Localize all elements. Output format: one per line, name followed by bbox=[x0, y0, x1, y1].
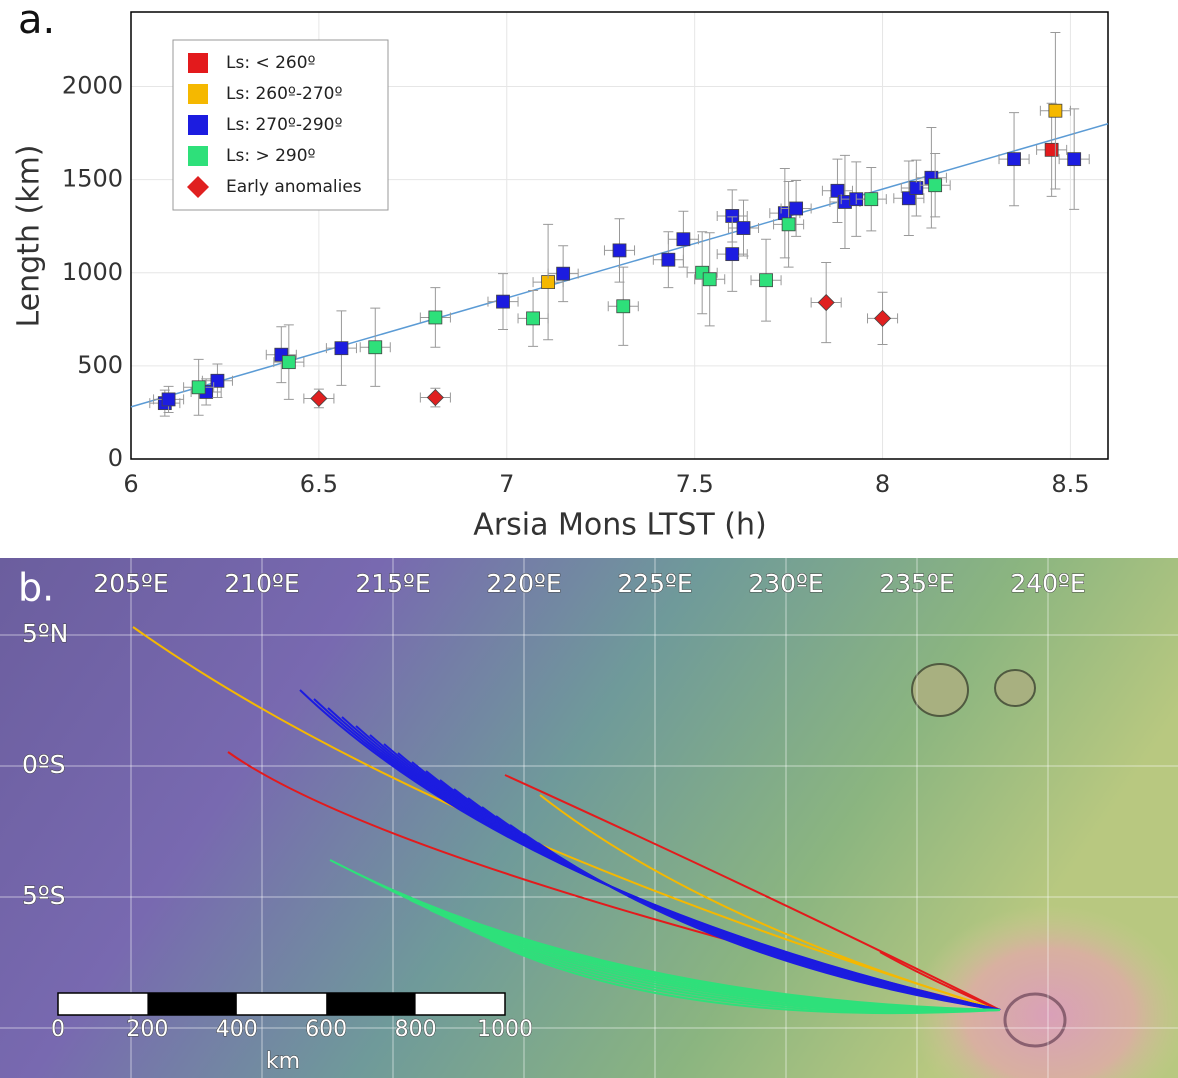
legend-swatch bbox=[188, 146, 208, 166]
track bbox=[879, 951, 1001, 1011]
legend-swatch bbox=[187, 176, 209, 198]
scale-label: 0 bbox=[51, 1017, 65, 1042]
map: 205ºE 210ºE 215ºE 220ºE 225ºE 230ºE 235ºE 240ºE… bbox=[0, 558, 1178, 1078]
marker bbox=[789, 201, 804, 216]
legend-swatch bbox=[188, 84, 208, 104]
y-tick-label: 1500 bbox=[62, 165, 123, 193]
volcano bbox=[910, 905, 1178, 1078]
y-tick-label: 0 bbox=[108, 444, 123, 472]
legend-label: Ls: 270º-290º bbox=[226, 115, 343, 135]
marker bbox=[1007, 152, 1021, 167]
marker bbox=[1067, 152, 1082, 167]
marker bbox=[526, 311, 540, 326]
scale-label: 400 bbox=[216, 1017, 258, 1042]
panel-label: b. bbox=[18, 566, 54, 610]
marker bbox=[736, 221, 751, 235]
marker bbox=[612, 243, 627, 258]
legend-swatch bbox=[188, 53, 208, 73]
x-axis-label: Arsia Mons LTST (h) bbox=[473, 508, 766, 543]
marker bbox=[661, 252, 676, 267]
scale-label: 1000 bbox=[477, 1017, 533, 1042]
marker bbox=[281, 355, 296, 370]
marker bbox=[426, 388, 444, 407]
scale-unit: km bbox=[266, 1049, 300, 1074]
longitude-label: 230ºE bbox=[748, 569, 823, 598]
longitude-label: 235ºE bbox=[879, 569, 954, 598]
marker bbox=[781, 217, 796, 232]
x-tick-label: 6.5 bbox=[300, 470, 338, 498]
marker bbox=[161, 392, 176, 407]
marker bbox=[864, 192, 879, 207]
marker bbox=[334, 341, 349, 356]
x-tick-label: 8.5 bbox=[1051, 470, 1089, 498]
marker bbox=[310, 389, 328, 408]
marker bbox=[901, 191, 916, 206]
legend-label: Early anomalies bbox=[226, 177, 362, 197]
track bbox=[504, 774, 1001, 1011]
caldera bbox=[1003, 992, 1067, 1048]
track bbox=[509, 949, 1001, 1015]
scale-bar-frame bbox=[57, 992, 506, 1016]
latitude-label: 5ºS bbox=[22, 881, 66, 910]
longitude-label: 215ºE bbox=[355, 569, 430, 598]
scale-label: 800 bbox=[395, 1017, 437, 1042]
map-grid: 205ºE 210ºE 215ºE 220ºE 225ºE 230ºE 235ºE 240ºE… bbox=[0, 558, 1178, 1078]
plot-frame bbox=[130, 11, 1109, 460]
longitude-label: 225ºE bbox=[617, 569, 692, 598]
marker bbox=[191, 380, 206, 395]
legend: Ls: < 260º Ls: 260º-270º Ls: 270º-290º Ls: … bbox=[172, 39, 389, 211]
scale-label: 200 bbox=[126, 1017, 168, 1042]
crater bbox=[911, 663, 969, 717]
scale-bar-block bbox=[147, 993, 237, 1015]
scale-label: 600 bbox=[305, 1017, 347, 1042]
latitude-label: 0ºS bbox=[22, 750, 66, 779]
marker bbox=[1044, 142, 1059, 157]
latitude-label: 5ºN bbox=[22, 619, 68, 648]
tracks bbox=[132, 626, 1001, 1015]
track bbox=[539, 794, 1001, 1011]
marker bbox=[830, 183, 845, 198]
scale-bar-block bbox=[326, 993, 416, 1015]
longitude-label: 220ºE bbox=[486, 569, 561, 598]
marker bbox=[928, 178, 943, 193]
marker bbox=[702, 272, 717, 287]
x-tick-label: 8 bbox=[875, 470, 890, 498]
marker bbox=[725, 247, 740, 262]
y-tick-label: 1000 bbox=[62, 258, 123, 286]
longitude-label: 205ºE bbox=[93, 569, 168, 598]
longitude-label: 240ºE bbox=[1010, 569, 1085, 598]
marker bbox=[496, 294, 510, 309]
marker bbox=[873, 309, 892, 327]
marker bbox=[909, 181, 924, 195]
marker bbox=[1048, 103, 1063, 118]
marker bbox=[676, 232, 691, 247]
x-tick-label: 7 bbox=[499, 470, 514, 498]
y-tick-label: 500 bbox=[77, 351, 123, 379]
legend-swatch bbox=[188, 115, 208, 135]
marker bbox=[817, 293, 835, 312]
y-tick-label: 2000 bbox=[62, 72, 123, 100]
track bbox=[537, 842, 1001, 1011]
x-tick-label: 6 bbox=[123, 470, 138, 498]
legend-label: Ls: 260º-270º bbox=[226, 84, 343, 104]
y-axis-label: Length (km) bbox=[12, 144, 47, 327]
marker bbox=[556, 266, 571, 281]
legend-frame bbox=[172, 39, 389, 211]
marker bbox=[428, 310, 443, 325]
marker bbox=[210, 373, 225, 388]
marker bbox=[368, 340, 383, 355]
crater bbox=[994, 669, 1036, 707]
marker bbox=[616, 299, 631, 314]
panel-label: a. bbox=[18, 0, 55, 43]
marker bbox=[759, 273, 773, 288]
legend-label: Ls: < 260º bbox=[226, 53, 316, 73]
legend-label: Ls: > 290º bbox=[226, 146, 316, 166]
longitude-label: 210ºE bbox=[224, 569, 299, 598]
scale-bar: 0 200 400 600 800 1000 km bbox=[51, 992, 534, 1075]
x-tick-label: 7.5 bbox=[676, 470, 714, 498]
